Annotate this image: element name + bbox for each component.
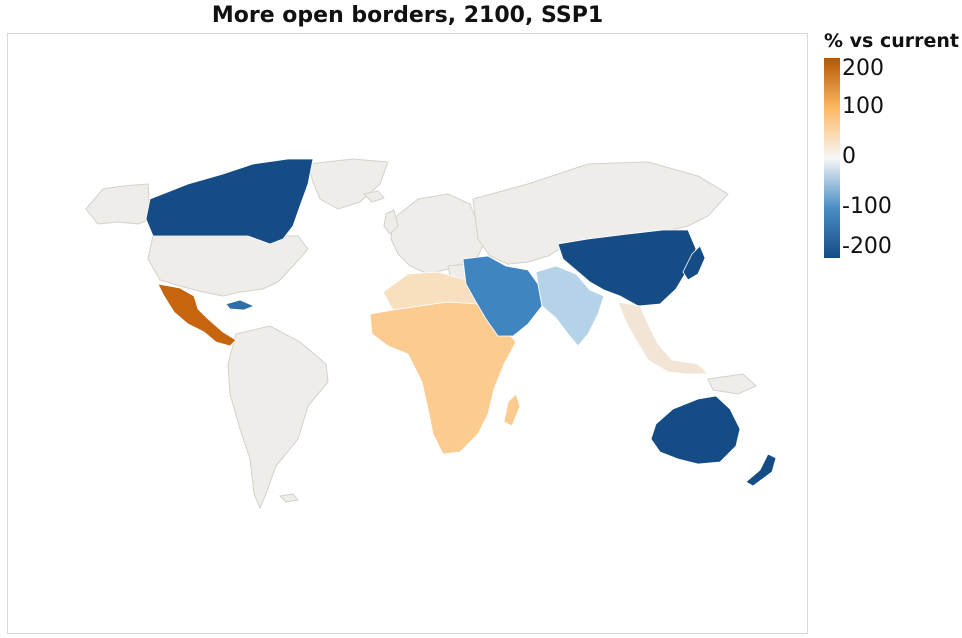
map-frame <box>7 33 808 634</box>
islands-south-atlantic[interactable] <box>278 493 299 503</box>
region-south-asia[interactable] <box>535 265 605 347</box>
legend-tick-200: 200 <box>842 56 884 81</box>
world-map <box>85 158 777 510</box>
country-madagascar[interactable] <box>503 393 521 427</box>
map-title: More open borders, 2100, SSP1 <box>211 3 604 28</box>
legend-tick-minus-100: -100 <box>842 194 892 219</box>
country-iceland[interactable] <box>362 190 385 203</box>
legend-tick-minus-200: -200 <box>842 234 892 259</box>
legend-tick-100: 100 <box>842 94 884 119</box>
region-papua[interactable] <box>707 373 757 395</box>
legend-title: % vs current <box>824 30 959 52</box>
country-usa[interactable] <box>147 235 309 297</box>
region-sub-saharan-africa[interactable] <box>369 301 517 455</box>
neutral-countries <box>85 158 757 510</box>
legend-color-bar <box>824 58 840 258</box>
region-east-asia[interactable] <box>557 229 697 307</box>
region-middle-east[interactable] <box>462 255 543 337</box>
region-mexico-central-america[interactable] <box>157 283 237 347</box>
country-japan[interactable] <box>682 245 706 281</box>
country-australia[interactable] <box>650 395 741 465</box>
country-alaska[interactable] <box>85 183 151 225</box>
country-greenland[interactable] <box>307 158 389 210</box>
region-caribbean[interactable] <box>225 299 256 311</box>
legend-tick-0: 0 <box>842 144 856 169</box>
country-new-zealand[interactable] <box>745 453 777 487</box>
region-south-america[interactable] <box>227 325 329 510</box>
region-southeast-asia[interactable] <box>617 301 709 375</box>
country-uk[interactable] <box>383 209 399 235</box>
country-canada[interactable] <box>145 158 314 245</box>
